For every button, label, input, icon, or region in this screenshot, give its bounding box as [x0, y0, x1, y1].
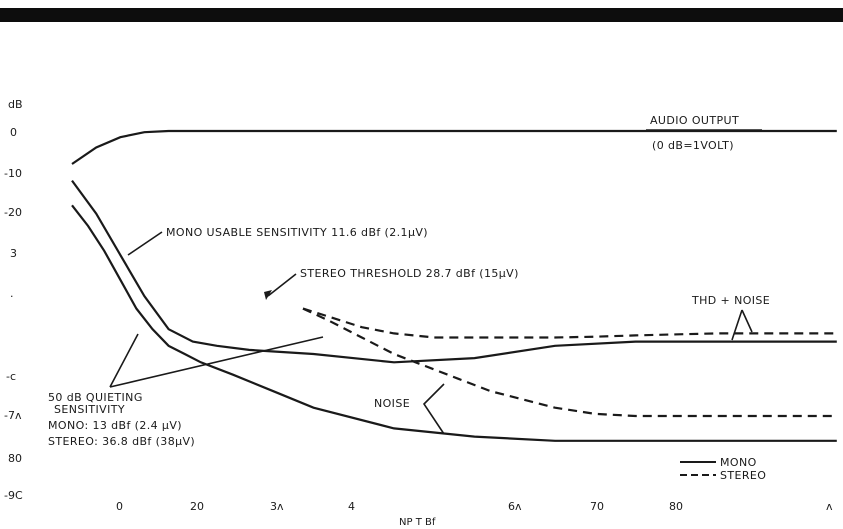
x-tick-label: 70 — [590, 500, 604, 513]
y-tick-label: dB — [8, 98, 23, 111]
plot-lines — [71, 129, 837, 442]
mono-usable-leader — [127, 231, 163, 256]
y-tick-label: -9C — [4, 489, 23, 502]
x-tick-label: 6ʌ — [508, 500, 522, 513]
legend-mono-label: MONO — [720, 456, 757, 469]
top-border-band — [0, 8, 843, 22]
legend: MONO STEREO — [680, 456, 766, 482]
x-tick-label: 0 — [116, 500, 123, 513]
annotations: AUDIO OUTPUT (0 dB=1VOLT) MONO USABLE SE… — [48, 114, 770, 448]
y-tick-label: -ᴄ — [6, 370, 16, 383]
y-tick-label: -10 — [4, 167, 22, 180]
y-tick-label: 0 — [10, 126, 17, 139]
noise-leader — [422, 383, 445, 435]
x-axis-tick-labels: 0 20 3ʌ 4 6ʌ 70 80 ʌ — [116, 500, 833, 513]
y-tick-label: · — [10, 290, 14, 303]
noise-mono-line — [71, 204, 837, 442]
y-tick-label: 3 — [10, 247, 17, 260]
y-axis-tick-labels: dB 0 -10 -20 3 · -ᴄ -7ʌ 80 -9C — [4, 98, 23, 502]
thd-noise-leader — [731, 309, 753, 341]
quieting-label-line3: MONO: 13 dBf (2.4 µV) — [48, 419, 182, 432]
quieting-label-line4: STEREO: 36.8 dBf (38µV) — [48, 435, 195, 448]
x-tick-label: 20 — [190, 500, 204, 513]
stereo-threshold-arrowhead — [264, 290, 272, 300]
noise-stereo-line — [302, 307, 837, 418]
x-tick-label: 3ʌ — [270, 500, 284, 513]
mono-usable-sensitivity-label: MONO USABLE SENSITIVITY 11.6 dBf (2.1µV) — [166, 226, 428, 239]
x-axis-label: NP T Bf — [399, 517, 436, 528]
audio-reference-label: (0 dB=1VOLT) — [652, 139, 734, 152]
quieting-leader — [109, 333, 324, 388]
x-tick-label: 4 — [348, 500, 355, 513]
y-tick-label: 80 — [8, 452, 22, 465]
thd-noise-stereo-line — [302, 307, 837, 339]
quieting-label-line2: SENSITIVITY — [54, 403, 125, 416]
x-tick-label: ʌ — [826, 500, 833, 513]
annotation-leaders — [109, 129, 762, 435]
quieting-label-line1: 50 dB QUIETING — [48, 391, 143, 404]
legend-stereo-label: STEREO — [720, 469, 766, 482]
audio-output-label: AUDIO OUTPUT — [650, 114, 739, 127]
y-tick-label: -7ʌ — [4, 409, 22, 422]
stereo-threshold-leader — [267, 273, 297, 297]
thd-noise-label: THD + NOISE — [691, 294, 770, 307]
stereo-threshold-label: STEREO THRESHOLD 28.7 dBf (15µV) — [300, 267, 519, 280]
x-tick-label: 80 — [669, 500, 683, 513]
noise-label: NOISE — [374, 397, 410, 410]
y-tick-label: -20 — [4, 206, 22, 219]
audio-output-line — [71, 129, 837, 165]
thd-noise-mono-line — [71, 179, 837, 364]
